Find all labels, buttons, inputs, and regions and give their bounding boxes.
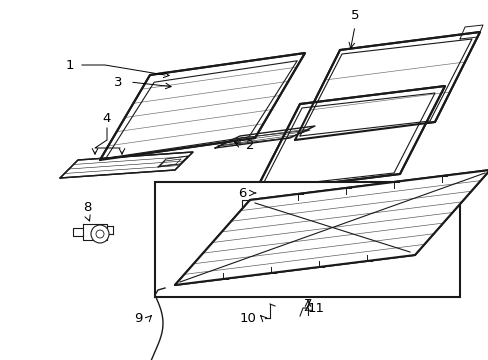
Polygon shape <box>60 152 193 178</box>
Text: 8: 8 <box>82 201 91 213</box>
Polygon shape <box>294 32 479 140</box>
Text: 3: 3 <box>114 76 122 89</box>
Text: 1: 1 <box>65 59 74 72</box>
Polygon shape <box>100 53 305 160</box>
Text: 4: 4 <box>102 112 111 125</box>
Polygon shape <box>254 86 444 192</box>
Circle shape <box>91 225 109 243</box>
Text: 11: 11 <box>307 302 325 315</box>
Text: 10: 10 <box>239 311 256 324</box>
Text: 7: 7 <box>303 298 312 311</box>
Bar <box>155 182 459 297</box>
Polygon shape <box>175 170 488 285</box>
Circle shape <box>96 230 104 238</box>
Text: 9: 9 <box>134 311 142 324</box>
Text: 2: 2 <box>245 139 254 152</box>
Text: 5: 5 <box>350 9 359 22</box>
Text: 6: 6 <box>237 186 245 199</box>
